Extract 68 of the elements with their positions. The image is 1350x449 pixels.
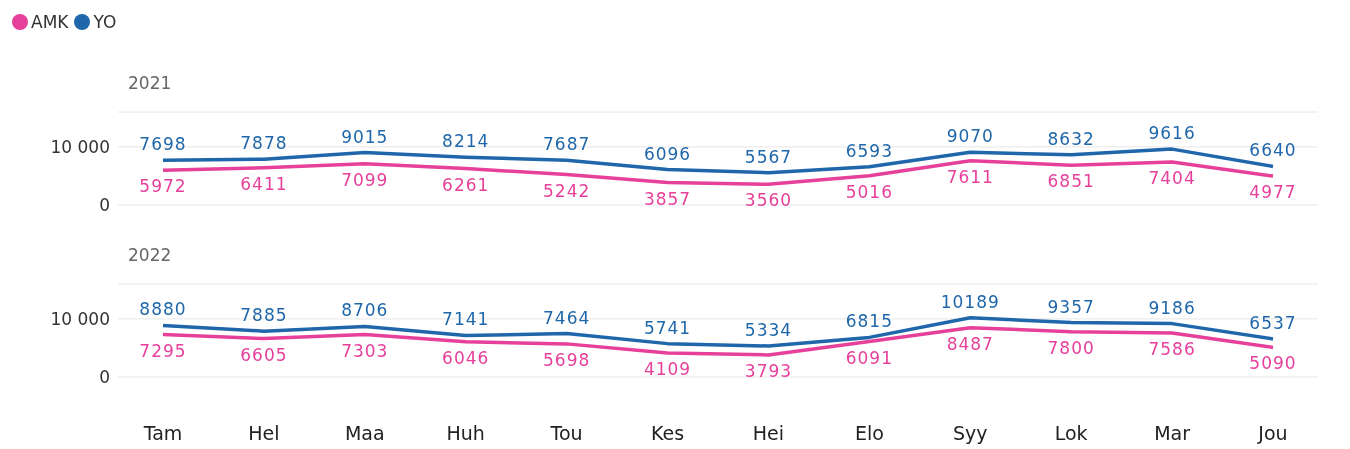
x-tick-label: Tou	[549, 422, 583, 445]
data-label: 7800	[1047, 337, 1095, 358]
data-label: 5567	[744, 146, 793, 167]
y-tick-label: 10 000	[50, 308, 110, 329]
chart-title: 2022	[128, 245, 172, 265]
data-label: 7404	[1148, 168, 1196, 189]
x-tick-label: Huh	[446, 422, 485, 445]
data-label: 7303	[341, 340, 389, 361]
x-tick-label: Tam	[142, 422, 183, 445]
data-label: 7586	[1148, 338, 1196, 359]
data-label: 5090	[1249, 353, 1297, 374]
data-label: 9070	[946, 126, 994, 147]
x-tick-label: Hei	[752, 422, 785, 445]
data-label: 6046	[442, 347, 490, 368]
data-label: 5334	[744, 320, 793, 340]
x-tick-label: Lok	[1054, 422, 1088, 445]
data-label: 5016	[845, 181, 893, 202]
data-label: 9616	[1148, 123, 1196, 144]
data-label: 8214	[442, 131, 490, 152]
data-label: 6537	[1249, 313, 1297, 333]
y-tick-label: 10 000	[50, 136, 110, 157]
data-label: 9186	[1148, 297, 1196, 318]
data-label: 4109	[643, 359, 692, 380]
x-tick-label: Hel	[248, 422, 280, 445]
data-label: 7687	[543, 134, 591, 155]
data-label: 7878	[240, 133, 288, 154]
x-tick-label: Elo	[854, 422, 884, 445]
data-label: 5972	[139, 176, 187, 197]
data-label: 10189	[940, 291, 1000, 312]
data-label: 7141	[442, 309, 490, 330]
data-label: 9015	[341, 126, 389, 147]
data-label: 6640	[1249, 140, 1297, 161]
data-label: 6851	[1047, 171, 1095, 192]
data-label: 3560	[744, 190, 793, 211]
legend-label: AMK	[31, 12, 69, 32]
data-label: 5741	[643, 317, 692, 338]
data-label: 8706	[341, 300, 389, 321]
data-label: 4977	[1249, 182, 1297, 203]
data-label: 3857	[643, 188, 692, 209]
y-tick-label: 0	[99, 195, 110, 216]
data-label: 8632	[1047, 128, 1095, 149]
x-tick-label: Kes	[650, 422, 685, 445]
data-label: 8880	[139, 299, 187, 320]
x-tick-label: Jou	[1257, 422, 1288, 445]
data-label: 6815	[845, 311, 893, 332]
chart-title: 2021	[128, 73, 172, 93]
data-label: 9357	[1047, 296, 1095, 317]
y-tick-label: 0	[99, 367, 110, 388]
x-tick-label: Maa	[344, 422, 385, 445]
data-label: 7295	[139, 340, 187, 361]
data-label: 7611	[946, 166, 994, 187]
data-label: 6091	[845, 347, 893, 368]
data-label: 5698	[543, 349, 591, 370]
data-label: 5242	[543, 180, 591, 201]
data-label: 6411	[240, 173, 288, 194]
data-label: 3793	[744, 361, 793, 382]
data-label: 8487	[946, 333, 994, 354]
legend-label: YO	[93, 12, 117, 32]
data-label: 6593	[845, 140, 893, 161]
data-label: 6096	[643, 143, 692, 164]
data-label: 7698	[139, 134, 187, 155]
data-label: 6605	[240, 344, 288, 365]
data-label: 7099	[341, 169, 389, 190]
data-label: 6261	[442, 174, 490, 195]
data-label: 7464	[543, 307, 591, 328]
x-tick-label: Syy	[952, 422, 988, 445]
data-label: 7885	[240, 305, 288, 326]
x-tick-label: Mar	[1154, 422, 1191, 445]
